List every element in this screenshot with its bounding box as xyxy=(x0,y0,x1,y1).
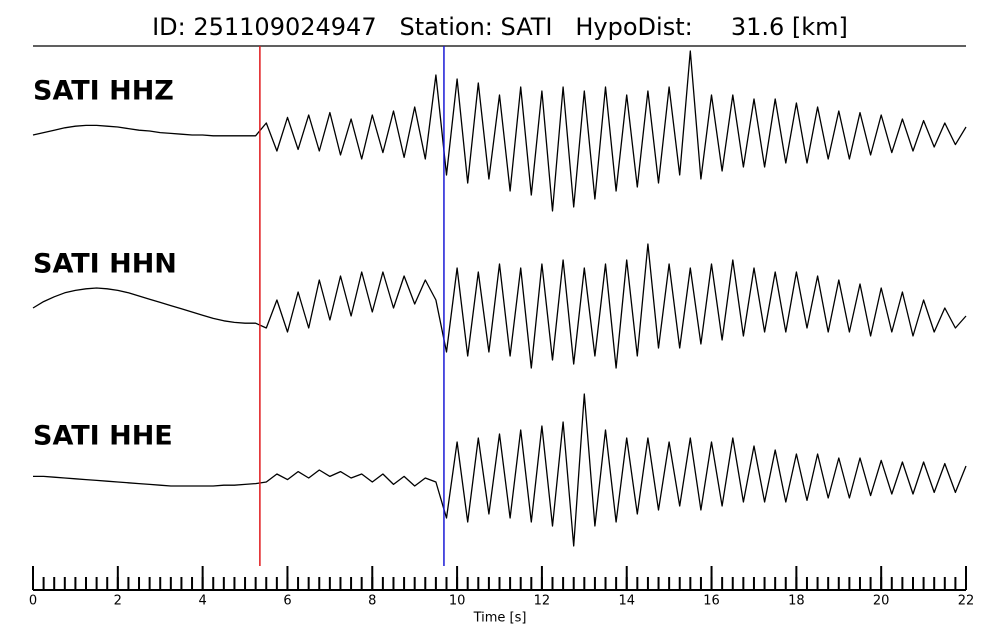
trace xyxy=(32,50,967,212)
x-tick-label: 4 xyxy=(198,594,206,609)
x-tick-label: 2 xyxy=(114,594,122,609)
x-tick-label: 22 xyxy=(958,594,975,609)
x-tick-label: 10 xyxy=(449,594,466,609)
x-tick-label: 8 xyxy=(368,594,376,609)
x-tick-label: 18 xyxy=(788,594,805,609)
chart-title: ID: 251109024947 Station: SATI HypoDist:… xyxy=(152,13,848,41)
trace xyxy=(33,393,967,547)
trace-label: SATI HHN xyxy=(33,249,177,280)
trace-label: SATI HHZ xyxy=(33,76,174,107)
trace xyxy=(32,243,967,369)
x-tick-label: 0 xyxy=(29,594,37,609)
x-tick-label: 20 xyxy=(873,594,890,609)
x-tick-label: 12 xyxy=(534,594,551,609)
x-tick-label: 14 xyxy=(618,594,635,609)
x-tick-label: 16 xyxy=(703,594,720,609)
trace-label: SATI HHE xyxy=(33,421,173,452)
x-axis-label: Time [s] xyxy=(473,611,527,626)
x-tick-label: 6 xyxy=(283,594,291,609)
